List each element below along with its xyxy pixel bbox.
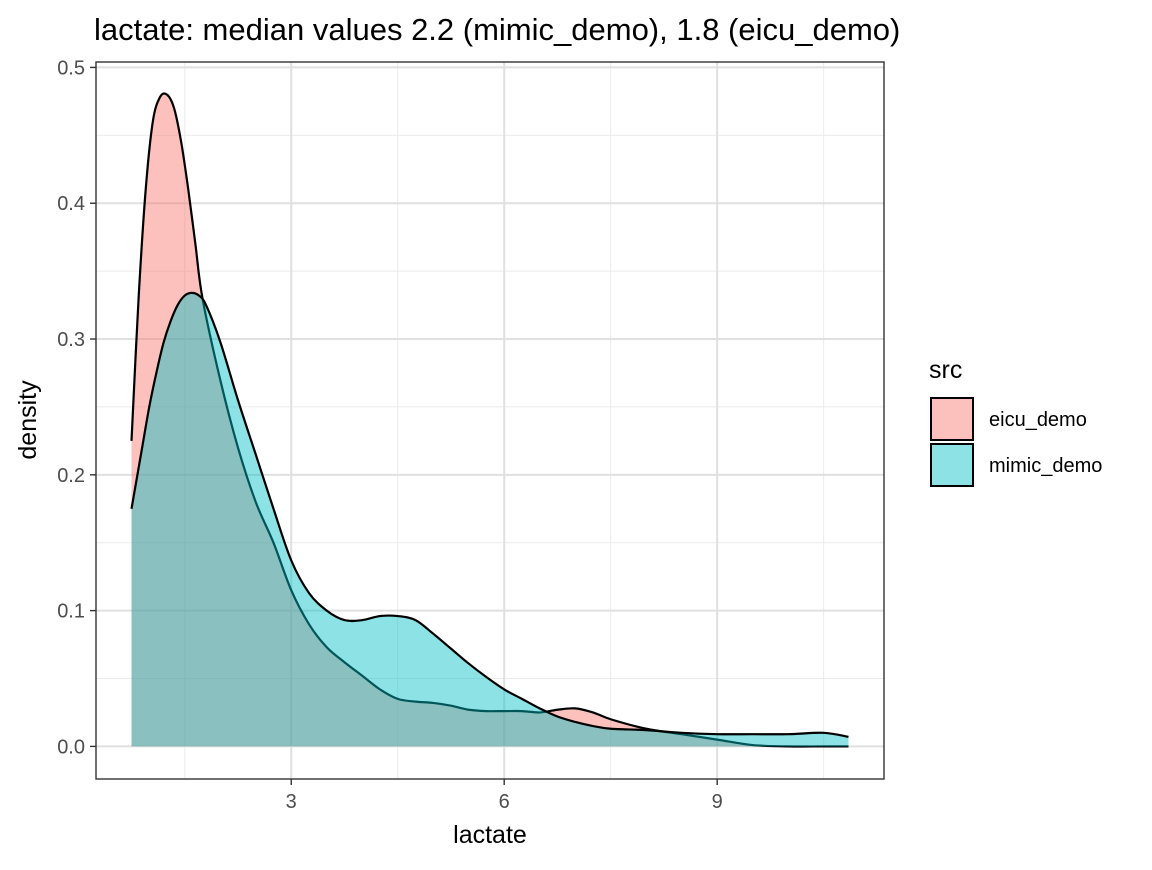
- legend-label-eicu_demo: eicu_demo: [989, 409, 1087, 431]
- y-tick-label-0: 0.0: [57, 736, 85, 758]
- grid-major: [96, 62, 884, 779]
- legend-swatch-eicu_demo: [930, 397, 974, 441]
- legend-items: eicu_demo mimic_demo: [930, 397, 1102, 487]
- area-mimic_demo: [131, 292, 849, 747]
- legend-swatch-mimic_demo: [930, 443, 974, 487]
- panel-border: [95, 61, 885, 780]
- grid-minor: [96, 62, 884, 779]
- chart-title: lactate: median values 2.2 (mimic_demo),…: [94, 12, 900, 47]
- y-axis-title: density: [14, 380, 42, 460]
- legend: src eicu_demo mimic_demo: [929, 356, 1102, 487]
- legend-key-eicu_demo: [931, 398, 973, 440]
- y-tick-label-5: 0.5: [57, 57, 85, 79]
- line-eicu_demo: [130, 92, 849, 748]
- line-mimic_demo: [130, 291, 849, 738]
- x-tick-label-0: 3: [286, 791, 297, 813]
- area-eicu_demo: [131, 93, 849, 747]
- density-areas: [130, 92, 849, 748]
- y-tick-label-3: 0.3: [57, 329, 85, 351]
- x-tick-label-2: 9: [712, 791, 723, 813]
- legend-key-mimic_demo: [931, 444, 973, 486]
- legend-title: src: [929, 356, 962, 384]
- legend-label-mimic_demo: mimic_demo: [989, 455, 1102, 477]
- y-tick-label-4: 0.4: [57, 193, 85, 215]
- y-tick-label-2: 0.2: [57, 465, 85, 487]
- y-tick-label-1: 0.1: [57, 601, 85, 623]
- panel-background: [96, 62, 884, 779]
- plot-panel: [95, 61, 885, 780]
- y-axis: 0.0 0.1 0.2 0.3 0.4 0.5: [57, 57, 96, 758]
- x-axis: 3 6 9: [286, 779, 723, 813]
- x-tick-label-1: 6: [499, 791, 510, 813]
- x-axis-title: lactate: [453, 821, 527, 849]
